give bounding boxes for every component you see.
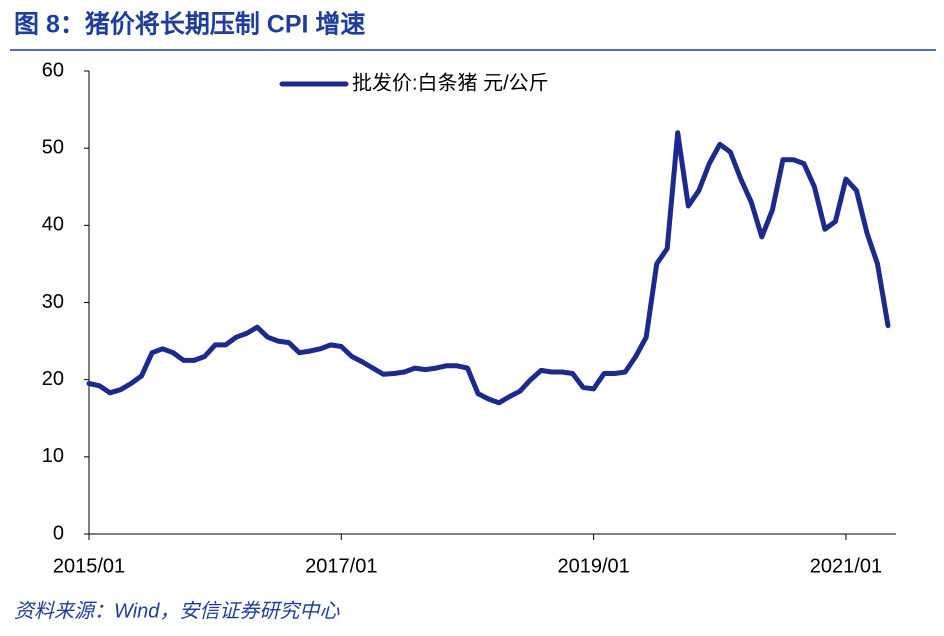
source-note: 资料来源：Wind，安信证券研究中心 — [14, 600, 340, 622]
y-tick-label: 30 — [42, 291, 64, 313]
y-tick-label: 40 — [42, 214, 64, 236]
y-tick-label: 60 — [42, 59, 64, 81]
x-tick-label: 2017/01 — [305, 555, 377, 577]
x-tick-label: 2015/01 — [53, 555, 125, 577]
y-tick-label: 0 — [53, 522, 64, 544]
x-tick-label: 2019/01 — [557, 555, 629, 577]
x-tick-label: 2021/01 — [810, 555, 882, 577]
data-line — [86, 130, 891, 406]
y-tick-label: 50 — [42, 136, 64, 158]
y-tick-label: 20 — [42, 368, 64, 390]
y-tick-label: 10 — [42, 445, 64, 467]
legend-label: 批发价:白条猪 元/公斤 — [352, 71, 549, 94]
chart-title: 图 8：猪价将长期压制 CPI 增速 — [14, 10, 365, 39]
